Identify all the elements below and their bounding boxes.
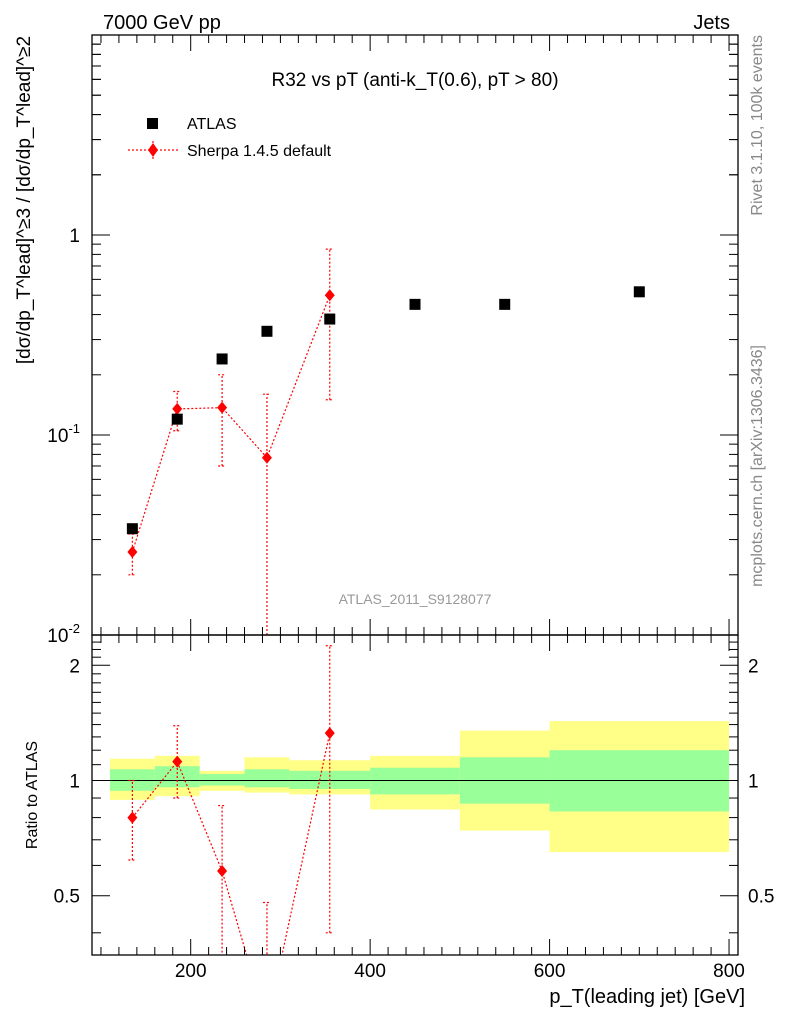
ratio-point [217, 865, 228, 878]
ratio-band-inner [370, 767, 460, 795]
analysis-tag: ATLAS_2011_S9128077 [339, 591, 492, 607]
sherpa-point [172, 402, 183, 415]
ratio-y-ticks: 0.5 0.5 1 1 2 2 [54, 634, 774, 934]
atlas-point [171, 413, 183, 425]
energy-label: 7000 GeV pp [103, 12, 221, 34]
atlas-point [499, 298, 511, 310]
legend-atlas-label: ATLAS [187, 116, 237, 133]
atlas-point [126, 523, 138, 535]
atlas-point [261, 325, 273, 337]
ratio-y-tick-label-left: 2 [69, 656, 80, 677]
main-title: R32 vs pT (anti-k_T(0.6), pT > 80) [271, 70, 558, 91]
legend-atlas-marker [147, 118, 158, 129]
ratio-bands [109, 721, 730, 853]
ratio-band-inner [244, 769, 290, 788]
main-y-tick-label-exponent: -1 [68, 421, 80, 436]
atlas-point [409, 298, 421, 310]
ratio-x-tick-label: 600 [534, 961, 566, 982]
ratio-x-tick-label: 800 [713, 961, 745, 982]
x-axis-label: p_T(leading jet) [GeV] [549, 986, 745, 1008]
atlas-point [324, 313, 336, 325]
main-x-ticks [100, 35, 730, 635]
ratio-y-tick-label-right: 1 [748, 772, 759, 793]
ratio-series [127, 645, 335, 955]
category-label: Jets [693, 12, 730, 34]
ratio-panel: 0.5 0.5 1 1 2 2 200 400 600 800 Ratio to ATLAS p… [24, 634, 774, 1008]
sherpa-point [217, 401, 228, 414]
ratio-x-tick-label: 200 [175, 961, 207, 982]
main-y-axis-label: [dσ/dp_T^lead]^≥3 / [dσ/dp_T^lead]^≥2 [14, 36, 35, 364]
ratio-y-tick-label-left: 0.5 [54, 887, 80, 908]
main-y-ticks: 10-210-11 [47, 43, 738, 647]
ratio-y-axis-label: Ratio to ATLAS [24, 741, 41, 849]
ratio-y-tick-label-left: 1 [69, 772, 80, 793]
ratio-x-ticks: 200 400 600 800 [100, 635, 745, 982]
ratio-point [172, 755, 183, 768]
legend-sherpa-label: Sherpa 1.4.5 default [187, 143, 332, 160]
atlas-point [216, 353, 228, 365]
ratio-point [127, 811, 138, 824]
main-series [126, 248, 645, 635]
source-info-label: mcplots.cern.ch [arXiv:1306.3436] [749, 345, 766, 587]
sherpa-line [131, 294, 331, 553]
ratio-plot-frame [91, 634, 739, 956]
main-y-tick-label: 1 [69, 226, 80, 247]
ratio-y-tick-label-right: 2 [748, 656, 759, 677]
main-panel: 10-210-11 R32 vs pT (anti-k_T(0.6), pT >… [14, 34, 739, 647]
main-y-tick-label-base: 10 [47, 626, 68, 647]
main-y-tick-label-base: 10 [47, 426, 68, 447]
ratio-point [324, 727, 335, 740]
ratio-band-inner [199, 773, 245, 786]
main-y-tick-label: 10-1 [47, 421, 80, 447]
rivet-info-label: Rivet 3.1.10, 100k events [749, 35, 766, 216]
ratio-x-tick-label: 400 [354, 961, 386, 982]
legend-sherpa-marker [148, 143, 158, 157]
ratio-y-tick-label-right: 0.5 [748, 887, 774, 908]
sherpa-point [324, 289, 335, 302]
sherpa-point [127, 546, 138, 559]
legend: ATLAS Sherpa 1.4.5 default [128, 116, 332, 160]
sherpa-point [261, 451, 272, 464]
main-y-tick-label-base: 1 [69, 226, 80, 247]
main-y-tick-label-exponent: -2 [68, 621, 80, 636]
main-y-tick-label: 10-2 [47, 621, 80, 647]
ratio-clipped-group [127, 645, 335, 955]
atlas-point [633, 286, 645, 298]
